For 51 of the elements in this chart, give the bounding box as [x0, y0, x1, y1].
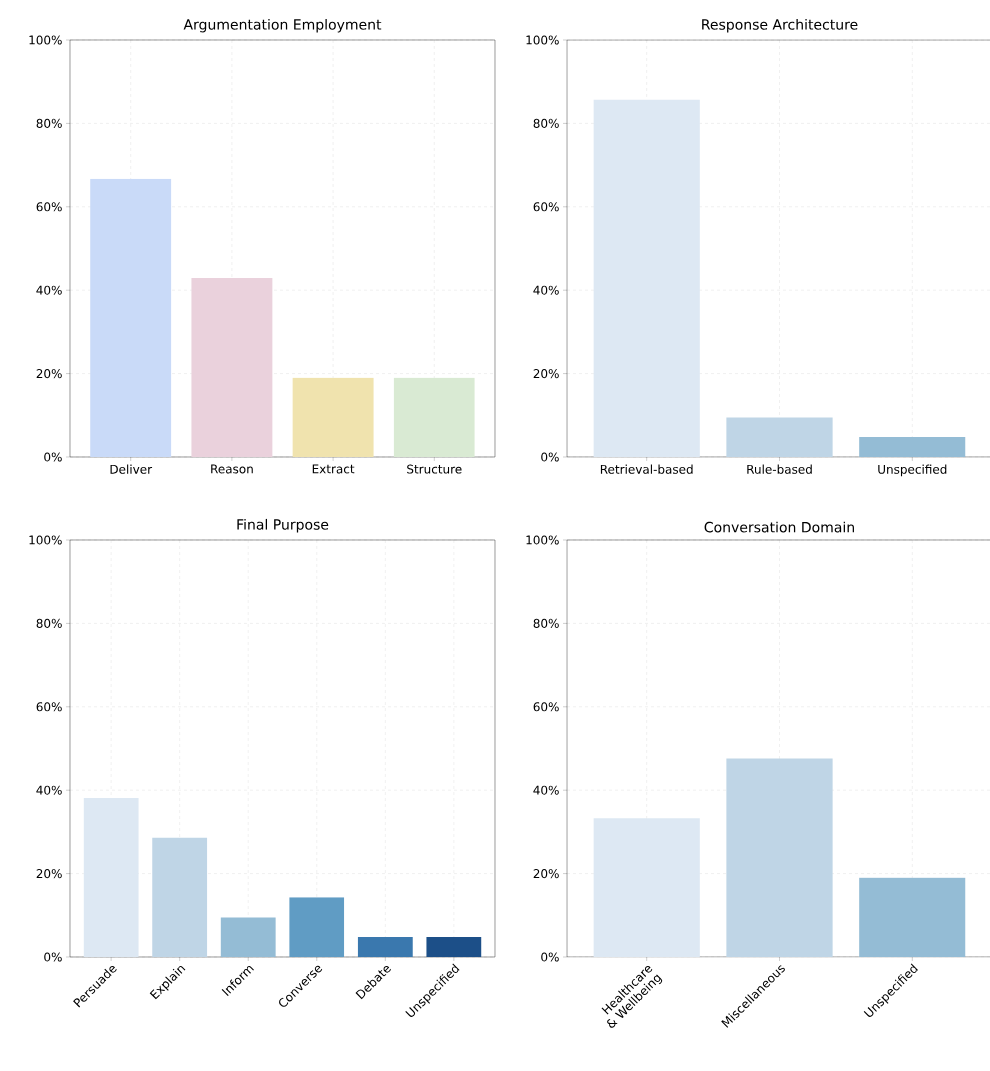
- y-tick-label: 80%: [36, 118, 62, 128]
- y-tick-label: 20%: [36, 369, 62, 379]
- y-tick-label: 80%: [533, 618, 559, 628]
- bar: [152, 837, 208, 957]
- bar: [726, 758, 833, 957]
- y-tick-label: 0%: [541, 952, 559, 962]
- bar: [289, 897, 345, 957]
- y-tick-label: 60%: [533, 702, 559, 712]
- bar: [292, 377, 374, 457]
- bar: [357, 936, 413, 957]
- x-tick-label: Extract: [312, 464, 355, 474]
- y-tick-label: 0%: [44, 452, 62, 462]
- y-tick-label: 0%: [541, 452, 559, 462]
- y-tick-label: 80%: [533, 118, 559, 128]
- y-tick-label: 20%: [533, 369, 559, 379]
- y-tick-label: 40%: [533, 285, 559, 295]
- x-tick-label: Structure: [407, 464, 462, 474]
- y-tick-label: 60%: [533, 202, 559, 212]
- bar: [593, 99, 700, 457]
- y-tick-label: 100%: [526, 35, 559, 45]
- y-tick-label: 40%: [533, 785, 559, 795]
- bar: [83, 798, 139, 957]
- bar: [426, 936, 482, 957]
- y-tick-label: 100%: [526, 535, 559, 545]
- y-tick-label: 100%: [29, 535, 62, 545]
- bar: [220, 917, 276, 957]
- x-tick-label: Rule-based: [747, 464, 812, 474]
- chart-title: Final Purpose: [237, 518, 329, 533]
- y-tick-label: 80%: [36, 618, 62, 628]
- bar: [726, 417, 833, 457]
- y-tick-label: 20%: [533, 869, 559, 879]
- bar: [859, 877, 966, 957]
- y-tick-label: 60%: [36, 702, 62, 712]
- bar: [393, 377, 475, 457]
- x-tick-label: Deliver: [110, 464, 153, 474]
- y-tick-label: 0%: [44, 952, 62, 962]
- bar: [859, 436, 966, 457]
- chart-title: Response Architecture: [702, 18, 858, 33]
- y-tick-label: 60%: [36, 202, 62, 212]
- bar: [593, 818, 700, 957]
- x-tick-label: Unspecified: [878, 464, 947, 477]
- bar: [90, 178, 172, 457]
- y-tick-label: 20%: [36, 869, 62, 879]
- y-tick-label: 40%: [36, 285, 62, 295]
- x-tick-label: Reason: [211, 464, 253, 474]
- x-tick-label: Retrieval-based: [600, 464, 693, 474]
- chart-title: Argumentation Employment: [183, 18, 382, 33]
- y-tick-label: 100%: [29, 35, 62, 45]
- bar: [191, 278, 273, 457]
- chart-title: Conversation Domain: [704, 521, 854, 533]
- y-tick-label: 40%: [36, 785, 62, 795]
